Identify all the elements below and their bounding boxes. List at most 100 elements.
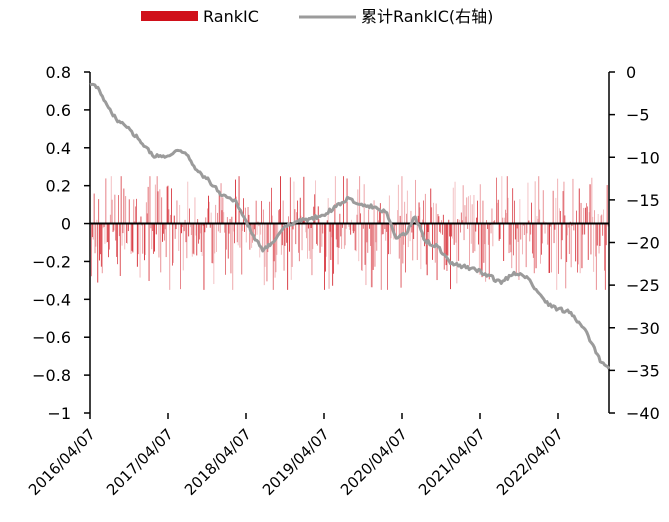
rankic-bar: [283, 223, 285, 271]
rankic-bar: [487, 223, 489, 245]
rankic-bar: [537, 218, 539, 224]
rankic-bar: [136, 198, 137, 224]
rankic-bar: [505, 209, 506, 224]
rankic-bar: [442, 214, 444, 224]
legend-label-rankic: RankIC: [203, 7, 259, 26]
rankic-bar: [543, 221, 545, 224]
rankic-bars: [91, 176, 609, 290]
rankic-bar: [237, 223, 239, 246]
left-axis-tick-label: 0.2: [46, 177, 71, 196]
rankic-bar: [150, 223, 152, 229]
rankic-bar: [532, 223, 534, 258]
rankic-bar: [532, 223, 533, 254]
rankic-bar: [165, 223, 167, 258]
right-axis-tick-label: −35: [626, 361, 660, 380]
rankic-bar: [98, 199, 100, 224]
x-axis-tick-label: 2018/04/07: [181, 425, 255, 499]
rankic-bar: [91, 223, 92, 277]
rankic-bar: [476, 217, 478, 224]
rankic-bar: [435, 203, 437, 224]
rankic-bar: [343, 176, 344, 224]
rankic-bar: [554, 223, 556, 230]
rankic-bar: [581, 223, 583, 269]
rankic-bar: [253, 223, 254, 240]
rankic-bar: [456, 223, 458, 284]
x-axis-tick-label: 2020/04/07: [337, 425, 411, 499]
rankic-bar: [121, 223, 123, 246]
rankic-bar: [478, 223, 480, 275]
rankic-bar: [133, 199, 135, 224]
rankic-bar: [502, 217, 504, 224]
rankic-bar: [370, 223, 372, 288]
rankic-bar: [335, 223, 337, 240]
rankic-bar: [215, 204, 217, 224]
rankic-bar: [589, 184, 591, 224]
rankic-bar: [142, 223, 144, 254]
rankic-bar: [478, 223, 479, 245]
rankic-bar: [196, 223, 198, 256]
rankic-bar: [249, 223, 251, 250]
legend: RankIC 累计RankIC(右轴): [141, 7, 493, 26]
rankic-bar: [202, 223, 204, 226]
rankic-bar: [154, 223, 155, 252]
rankic-bar: [159, 189, 161, 224]
rankic-bar: [577, 223, 578, 273]
rankic-bar: [199, 223, 200, 240]
rankic-bar: [566, 223, 568, 263]
rankic-bar: [471, 204, 473, 224]
rankic-bar: [267, 223, 269, 253]
rankic-bar: [239, 223, 241, 248]
rankic-bar: [514, 200, 515, 224]
rankic-bar: [264, 223, 266, 267]
rankic-bar: [343, 223, 345, 249]
x-axis-tick-label: 2017/04/07: [103, 425, 177, 499]
rankic-bar: [499, 223, 501, 239]
rankic-bar: [438, 216, 440, 224]
rankic-bar: [388, 195, 390, 224]
rankic-bar: [105, 178, 107, 224]
x-axis-tick-label: 2016/04/07: [25, 425, 99, 499]
left-axis-tick-label: 0.4: [46, 139, 71, 158]
left-axis-tick-label: 0.8: [46, 63, 71, 82]
rankic-bar: [99, 223, 100, 261]
rankic-bar: [109, 214, 111, 224]
rankic-bar: [170, 214, 172, 224]
rankic-bar: [301, 223, 303, 251]
rankic-bar: [585, 207, 586, 224]
rankic-bar: [595, 223, 597, 290]
rankic-bar: [475, 223, 477, 232]
rankic-bar: [590, 223, 592, 255]
rankic-bar: [362, 223, 364, 229]
rankic-bar: [544, 223, 546, 234]
rankic-bar: [155, 223, 157, 235]
rankic-bar: [459, 219, 460, 224]
rankic-bar: [376, 223, 378, 251]
rankic-bar: [406, 213, 407, 224]
rankic-bar: [488, 223, 490, 280]
left-axis-tick-label: 0.6: [46, 101, 71, 120]
rankic-bar: [130, 223, 132, 254]
rankic-bar: [217, 223, 219, 232]
rankic-bar: [305, 223, 307, 233]
rankic-bar: [443, 223, 445, 270]
right-axis-tick-label: −5: [626, 106, 650, 125]
rankic-bar: [482, 200, 484, 224]
rankic-bar: [397, 184, 399, 224]
rankic-bar: [599, 223, 601, 246]
rankic-bar: [373, 200, 375, 224]
rankic-bar: [299, 197, 301, 224]
rankic-bar: [188, 223, 190, 237]
rankic-bar: [541, 223, 543, 244]
rankic-bar: [247, 206, 249, 224]
rankic-bar: [181, 223, 182, 234]
rankic-bar: [279, 209, 280, 224]
left-axis-tick-label: −0.4: [32, 290, 71, 309]
rankic-bar: [513, 223, 514, 256]
rankic-bar: [481, 223, 483, 278]
rankic-bar: [479, 184, 481, 224]
rankic-bar: [600, 215, 602, 224]
rankic-bar: [303, 176, 305, 224]
rankic-bar: [221, 210, 223, 224]
rankic-bar: [234, 223, 235, 244]
rankic-bar: [262, 223, 263, 251]
